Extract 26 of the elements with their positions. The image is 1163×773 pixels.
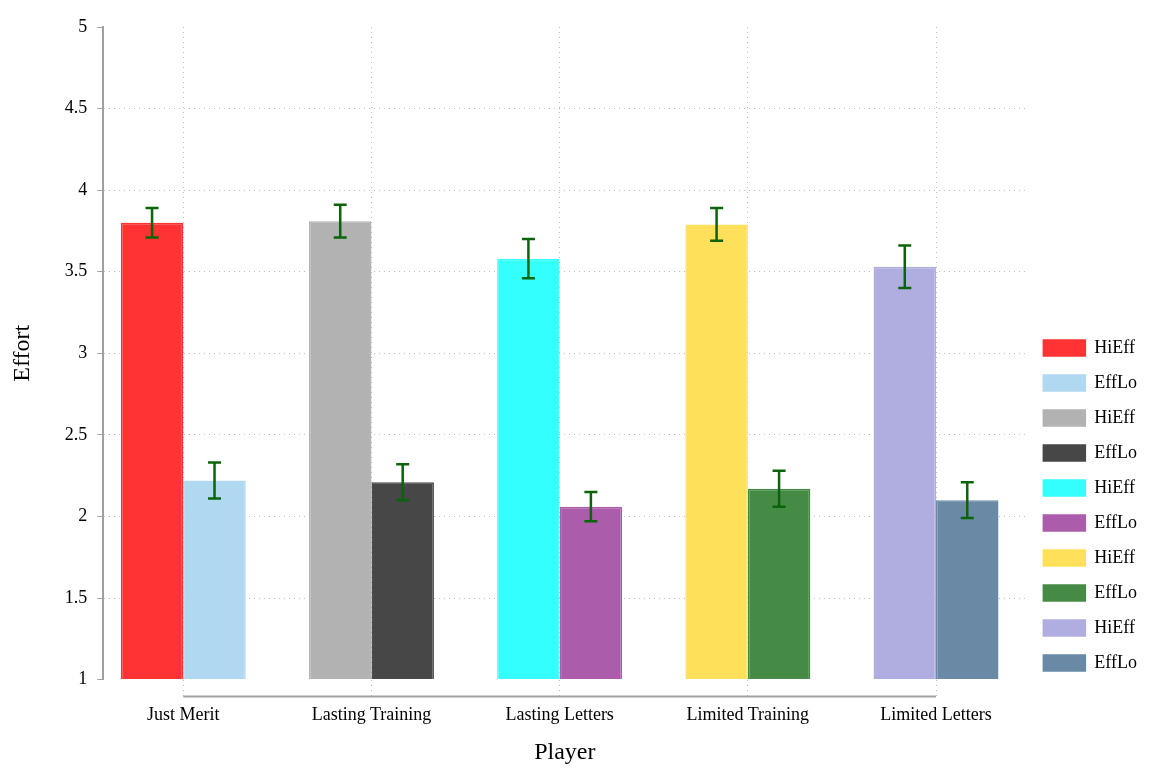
legend-label: EffLo	[1094, 581, 1137, 602]
legend-label: HiEff	[1094, 476, 1136, 497]
legend-label: HiEff	[1094, 616, 1136, 637]
x-tick-label: Lasting Letters	[505, 704, 614, 725]
y-axis-title: Effort	[7, 324, 34, 382]
x-tick-label: Limited Training	[686, 704, 810, 725]
y-tick-label: 4.5	[64, 97, 88, 118]
x-tick-label: Just Merit	[147, 704, 220, 725]
y-tick-label: 3.5	[64, 260, 88, 281]
y-tick-label: 2	[78, 505, 88, 526]
legend-label: EffLo	[1094, 441, 1137, 462]
y-tick-label: 4	[78, 178, 88, 199]
legend-label: EffLo	[1094, 651, 1137, 672]
x-axis-title: Player	[534, 737, 596, 764]
legend-label: HiEff	[1094, 406, 1136, 427]
legend-label: EffLo	[1094, 511, 1137, 532]
y-tick-label: 5	[78, 15, 88, 36]
x-tick-label: Lasting Training	[311, 704, 432, 725]
x-tick-label: Limited Letters	[880, 704, 992, 725]
legend-label: HiEff	[1094, 336, 1136, 357]
y-tick-label: 1.5	[64, 586, 88, 607]
y-tick-label: 2.5	[64, 423, 88, 444]
y-tick-label: 1	[78, 668, 88, 689]
legend-label: HiEff	[1094, 546, 1136, 567]
legend-label: EffLo	[1094, 371, 1137, 392]
y-tick-label: 3	[78, 342, 88, 363]
